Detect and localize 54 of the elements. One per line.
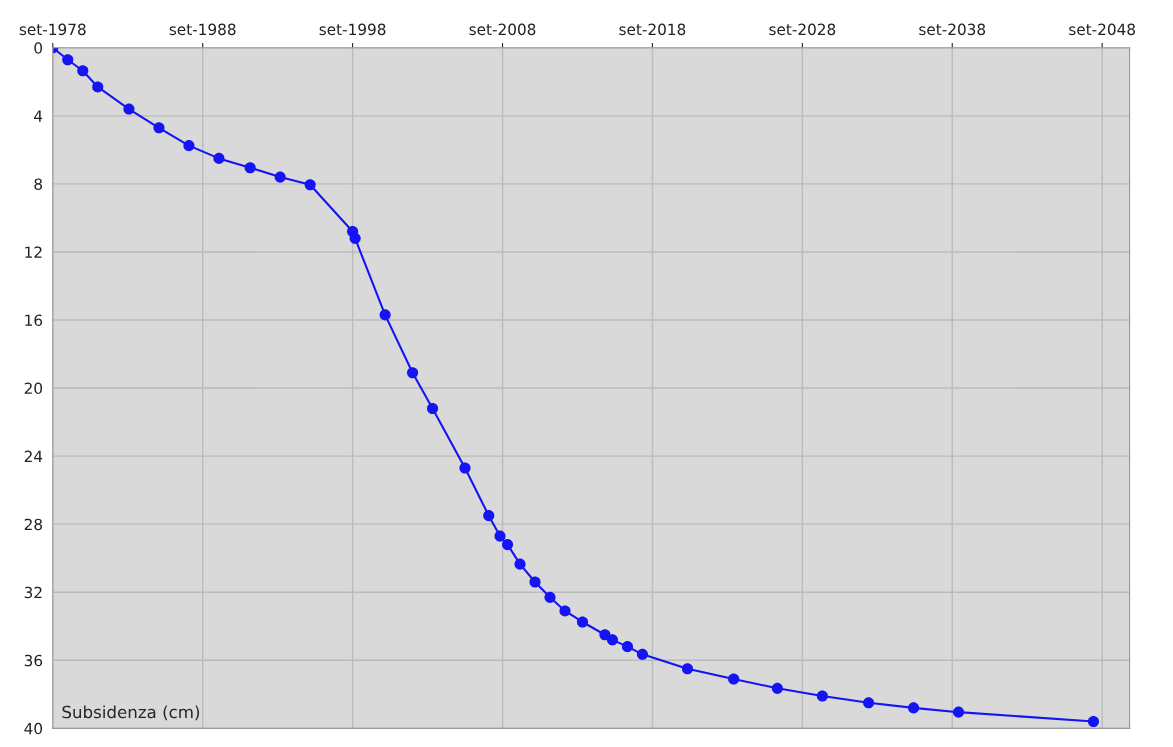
x-tick-label: set-1988 bbox=[169, 23, 236, 36]
point bbox=[606, 634, 619, 646]
x-tick-label: set-1978 bbox=[19, 23, 86, 36]
y-tick-label: 0 bbox=[34, 42, 43, 54]
point bbox=[544, 591, 556, 603]
point bbox=[274, 171, 286, 183]
y-tick-label: 12 bbox=[25, 246, 42, 258]
point bbox=[863, 697, 875, 709]
point bbox=[153, 122, 165, 134]
y-tick-label: 24 bbox=[24, 450, 43, 462]
x-tick-label: set-2048 bbox=[1069, 23, 1136, 36]
point bbox=[907, 702, 920, 714]
point bbox=[379, 309, 391, 321]
point bbox=[427, 402, 439, 415]
point bbox=[407, 367, 419, 379]
y-axis-title: Subsidenza (cm) bbox=[62, 705, 200, 721]
point bbox=[816, 690, 828, 702]
x-tick-label: set-1998 bbox=[319, 23, 386, 36]
point bbox=[213, 152, 225, 164]
point bbox=[636, 648, 649, 660]
y-tick-label: 28 bbox=[24, 518, 43, 531]
y-tick-label: 40 bbox=[24, 722, 43, 735]
point bbox=[62, 54, 74, 66]
point bbox=[529, 576, 541, 588]
point bbox=[304, 179, 316, 191]
point bbox=[681, 663, 693, 675]
y-tick-label: 16 bbox=[25, 314, 43, 327]
x-tick-label: set-2028 bbox=[769, 23, 836, 36]
point bbox=[349, 232, 361, 244]
point bbox=[514, 558, 526, 570]
y-tick-label: 32 bbox=[24, 586, 42, 599]
point bbox=[244, 162, 256, 174]
y-tick-label: 8 bbox=[34, 178, 43, 190]
point bbox=[621, 641, 634, 653]
point bbox=[576, 616, 589, 628]
x-tick-label: set-2008 bbox=[469, 23, 536, 36]
point bbox=[77, 65, 89, 77]
y-tick-label: 20 bbox=[24, 382, 43, 395]
y-tick-label: 36 bbox=[24, 654, 43, 667]
point bbox=[183, 140, 195, 152]
x-tick-label: set-2018 bbox=[619, 23, 686, 36]
y-tick-label: 4 bbox=[34, 110, 43, 122]
point bbox=[952, 706, 965, 718]
point bbox=[559, 605, 571, 617]
point bbox=[771, 682, 783, 694]
point bbox=[92, 81, 104, 93]
x-tick-label: set-2038 bbox=[919, 23, 986, 36]
point bbox=[728, 673, 740, 685]
point bbox=[459, 462, 471, 474]
point bbox=[494, 530, 506, 542]
point bbox=[123, 103, 135, 115]
point bbox=[1087, 715, 1099, 728]
point bbox=[483, 510, 495, 522]
point bbox=[501, 539, 514, 551]
